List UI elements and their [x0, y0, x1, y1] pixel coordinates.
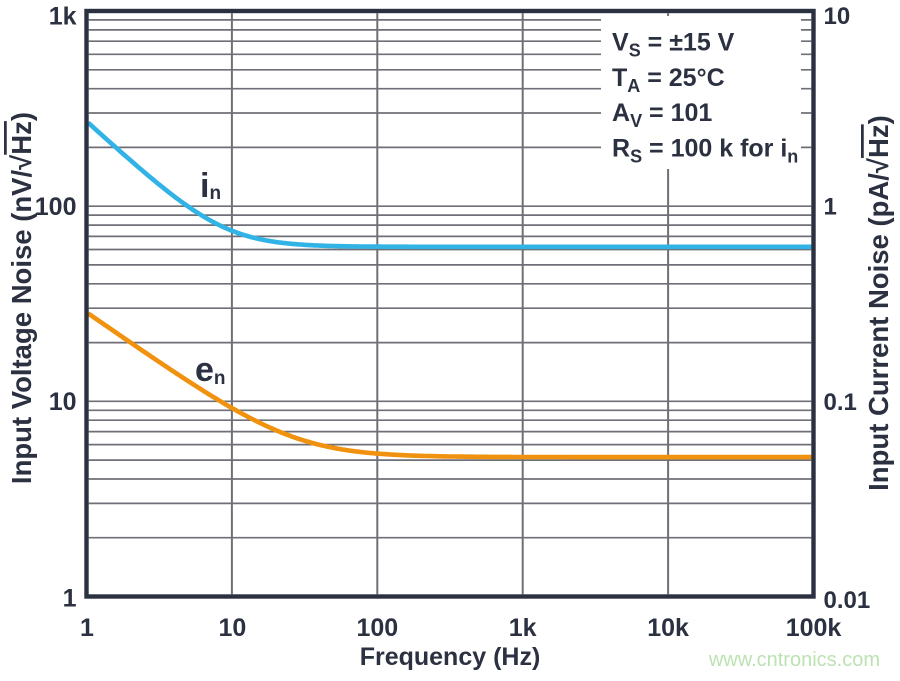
svg-text:100: 100	[356, 614, 398, 642]
svg-text:1k: 1k	[49, 2, 77, 30]
svg-text:AV = 101: AV = 101	[612, 99, 712, 131]
svg-text:1k: 1k	[509, 614, 537, 642]
svg-text:10k: 10k	[647, 614, 689, 642]
svg-text:0.01: 0.01	[824, 587, 871, 614]
svg-text:0.1: 0.1	[824, 389, 857, 416]
svg-text:10: 10	[218, 614, 246, 642]
svg-text:Input Current Noise (pA/√Hz): Input Current Noise (pA/√Hz)	[863, 115, 894, 491]
svg-text:100k: 100k	[786, 614, 842, 642]
svg-text:1: 1	[824, 194, 837, 221]
svg-text:10: 10	[824, 3, 851, 30]
svg-text:Frequency (Hz): Frequency (Hz)	[360, 643, 541, 671]
svg-text:Input Voltage Noise (nV/√Hz): Input Voltage Noise (nV/√Hz)	[6, 112, 37, 484]
svg-text:100: 100	[35, 193, 77, 221]
svg-text:1: 1	[80, 614, 94, 642]
svg-text:RS = 100 k for in: RS = 100 k for in	[612, 134, 798, 166]
svg-text:www.cntronics.com: www.cntronics.com	[708, 649, 880, 671]
svg-text:10: 10	[49, 388, 77, 416]
svg-text:1: 1	[63, 584, 77, 612]
